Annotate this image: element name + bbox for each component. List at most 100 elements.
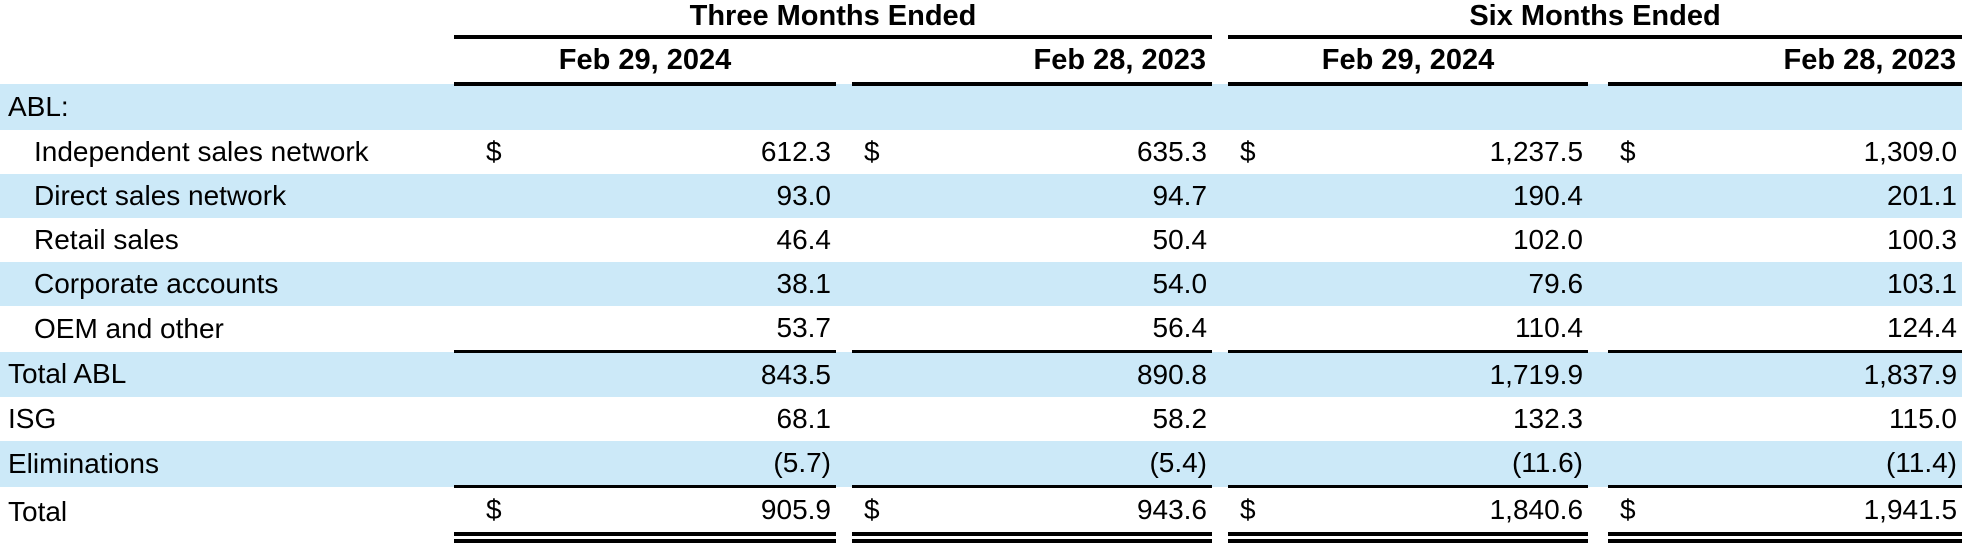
table-row: OEM and other 53.7 56.4 110.4 124.4 <box>0 306 1963 353</box>
value: 50.4 <box>1152 224 1208 255</box>
row-label: Total ABL <box>0 351 454 397</box>
table-row: Total ABL 843.5 890.8 1,719.9 1,837.9 <box>0 351 1963 397</box>
value-cell: $635.3 <box>852 130 1212 174</box>
dollar-sign: $ <box>1620 494 1636 525</box>
value-cell: 56.4 <box>852 306 1213 353</box>
value: 103.1 <box>1886 268 1958 299</box>
dollar-sign: $ <box>486 136 502 167</box>
value-cell <box>852 84 1213 130</box>
table-row: Eliminations (5.7) (5.4) (11.6) (11.4) <box>0 441 1963 488</box>
value-cell: (11.6) <box>1228 441 1589 488</box>
value: 79.6 <box>1528 268 1584 299</box>
value: 1,309.0 <box>1863 136 1958 167</box>
value: 124.4 <box>1886 312 1958 343</box>
value-cell: 79.6 <box>1228 262 1589 306</box>
dollar-sign: $ <box>1240 136 1256 167</box>
gap-cell <box>1588 84 1609 130</box>
gap-cell <box>1212 397 1228 441</box>
value: 110.4 <box>1515 312 1584 343</box>
gap-cell <box>1588 441 1609 487</box>
date-header-6m-feb-28-2023: Feb 28, 2023 <box>1608 37 1963 86</box>
table-row: Corporate accounts 38.1 54.0 79.6 103.1 <box>0 262 1963 306</box>
value-cell: 94.7 <box>852 174 1213 218</box>
value-cell: 103.1 <box>1608 262 1963 306</box>
value: 905.9 <box>760 494 831 525</box>
period-group-six-months-ended: Six Months Ended <box>1228 0 1963 39</box>
value: (5.4) <box>1149 447 1208 478</box>
value-cell: 53.7 <box>454 306 836 353</box>
row-label: Retail sales <box>34 224 179 255</box>
value-cell: 890.8 <box>852 351 1213 397</box>
value: 46.4 <box>776 224 832 255</box>
gap-cell <box>1588 262 1609 306</box>
value-cell: $1,237.5 <box>1228 130 1588 174</box>
row-label: OEM and other <box>34 312 224 344</box>
value-cell: 190.4 <box>1228 174 1589 218</box>
value-cell: (5.7) <box>454 441 836 488</box>
value-cell: 843.5 <box>454 351 836 397</box>
value: 54.0 <box>1152 268 1208 299</box>
date-header-3m-feb-28-2023: Feb 28, 2023 <box>852 37 1213 86</box>
table-row: ISG 68.1 58.2 132.3 115.0 <box>0 397 1962 441</box>
value-cell: (11.4) <box>1608 441 1963 488</box>
gap-cell <box>836 130 852 174</box>
value-cell: 1,837.9 <box>1608 351 1963 397</box>
value: 1,719.9 <box>1489 359 1584 390</box>
value: 890.8 <box>1136 359 1208 390</box>
value-cell: 201.1 <box>1608 174 1963 218</box>
gap-cell <box>1588 351 1609 397</box>
value-cell: 93.0 <box>454 174 836 218</box>
gap-cell <box>836 351 852 397</box>
value-cell: 1,719.9 <box>1228 351 1589 397</box>
gap-cell <box>836 441 852 487</box>
value-cell: 58.2 <box>852 397 1212 441</box>
gap-cell <box>1588 397 1608 441</box>
gap-cell <box>1588 37 1608 84</box>
dollar-sign: $ <box>486 494 502 525</box>
gap-cell <box>1588 174 1609 218</box>
value: 132.3 <box>1512 403 1584 434</box>
gap-cell <box>836 487 852 538</box>
gap-cell <box>1588 487 1608 538</box>
dollar-sign: $ <box>1620 136 1636 167</box>
value: (11.6) <box>1511 447 1584 478</box>
value: 190.4 <box>1512 180 1584 211</box>
value-cell: $905.9 <box>454 486 836 543</box>
gap-cell <box>1212 37 1228 84</box>
period-group-header-row: Three Months Ended Six Months Ended <box>0 0 1963 39</box>
value-cell: 102.0 <box>1228 218 1588 262</box>
gap-cell <box>1212 351 1229 397</box>
row-label: ABL: <box>0 84 454 130</box>
gap-cell <box>1212 174 1229 218</box>
value-cell: 54.0 <box>852 262 1213 306</box>
value: 943.6 <box>1136 494 1208 525</box>
value-cell: (5.4) <box>852 441 1213 488</box>
gap-cell <box>1212 130 1228 174</box>
value: 93.0 <box>776 180 832 211</box>
value-cell: 50.4 <box>852 218 1212 262</box>
value-cell <box>1608 84 1963 130</box>
value: (11.4) <box>1885 447 1958 478</box>
gap-cell <box>836 84 852 130</box>
row-label: ISG <box>8 403 57 434</box>
value: 100.3 <box>1886 224 1958 255</box>
value: (5.7) <box>773 447 831 478</box>
dollar-sign: $ <box>864 136 880 167</box>
gap-cell <box>836 397 852 441</box>
corner-blank-cell <box>0 0 454 37</box>
table-row: Total $905.9 $943.6 $1,840.6 $1,941.5 <box>0 486 1963 543</box>
gap-cell <box>1212 218 1228 262</box>
group-gap-cell <box>1212 0 1228 37</box>
date-header-row: Feb 29, 2024 Feb 28, 2023 Feb 29, 2024 F… <box>0 37 1963 86</box>
value-cell <box>454 84 836 130</box>
value-cell: $943.6 <box>852 486 1213 543</box>
value-cell: 124.4 <box>1608 306 1963 353</box>
value-cell: 132.3 <box>1228 397 1588 441</box>
period-group-three-months-ended: Three Months Ended <box>454 0 1213 39</box>
gap-cell <box>836 37 852 84</box>
value: 635.3 <box>1136 136 1208 167</box>
value-cell: 100.3 <box>1608 218 1962 262</box>
gap-cell <box>836 174 852 218</box>
